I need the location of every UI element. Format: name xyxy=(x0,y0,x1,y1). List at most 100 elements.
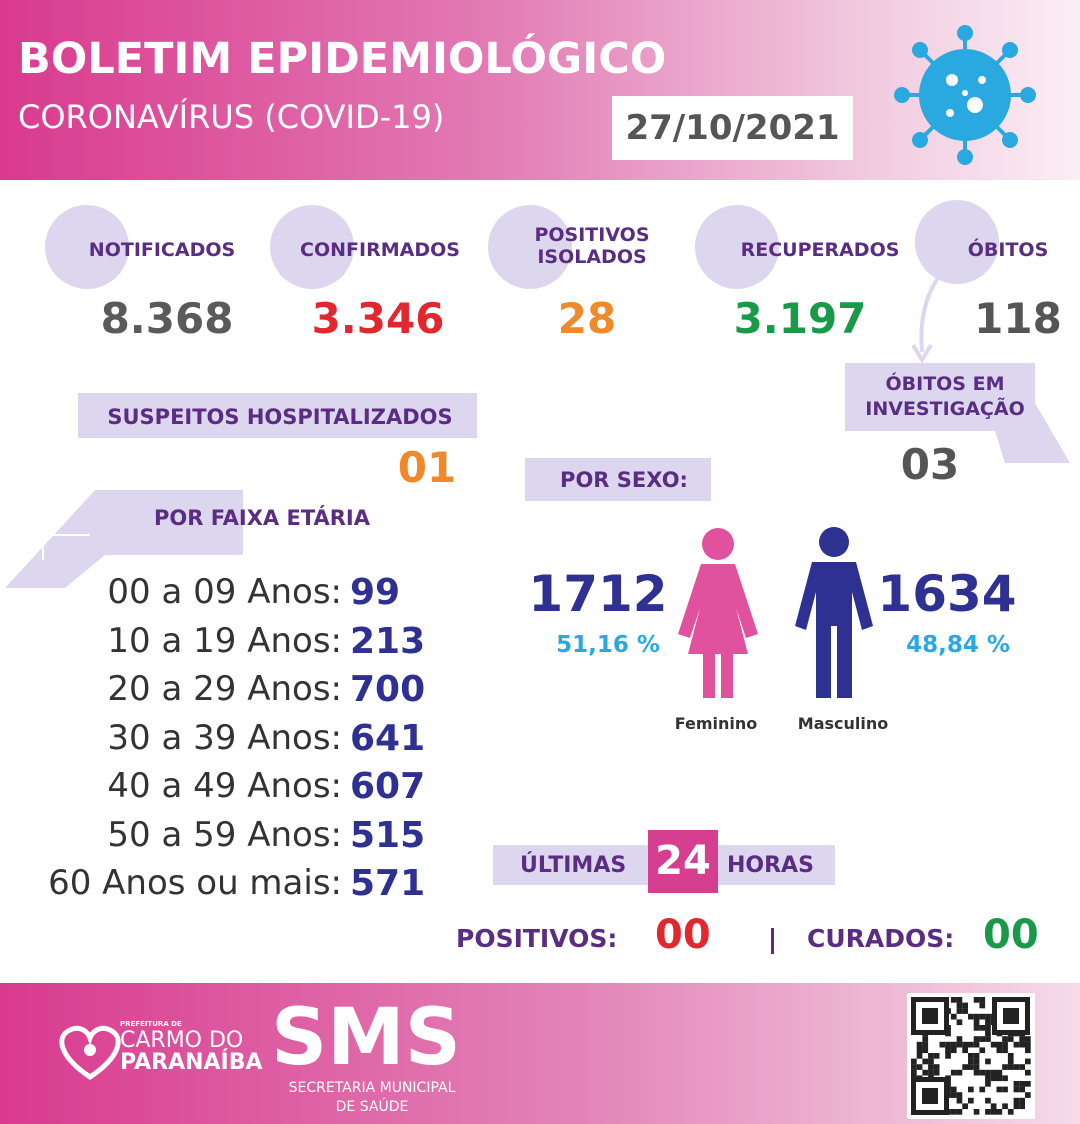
qr-cell xyxy=(911,1058,917,1065)
stat-label: RECUPERADOS xyxy=(740,239,900,261)
qr-cell xyxy=(973,1041,980,1048)
qr-cell xyxy=(922,1088,938,1104)
qr-cell xyxy=(1025,1047,1031,1054)
male-count: 1634 xyxy=(877,565,1017,623)
qr-cell xyxy=(1025,1069,1031,1076)
qr-cell xyxy=(911,1064,917,1070)
qr-cell xyxy=(973,1025,980,1031)
qr-cell xyxy=(945,1053,951,1059)
qr-cell xyxy=(990,1103,997,1110)
age-value: 571 xyxy=(350,863,426,904)
positive-label: POSITIVOS: xyxy=(456,924,618,953)
qr-cell xyxy=(950,1047,957,1054)
qr-cell xyxy=(968,1064,974,1070)
qr-cell xyxy=(973,997,980,1003)
qr-cell xyxy=(1019,1081,1025,1087)
qr-cell xyxy=(968,1041,974,1048)
qr-cell xyxy=(996,1086,1003,1093)
qr-cell xyxy=(928,1058,934,1065)
qr-cell xyxy=(956,1109,963,1115)
qr-cell xyxy=(950,1013,957,1020)
qr-cell xyxy=(945,1041,951,1048)
qr-cell xyxy=(956,1008,963,1014)
qr-cell xyxy=(1013,1041,1020,1048)
cured-label: CURADOS: xyxy=(807,924,955,953)
sex-box xyxy=(525,458,711,501)
qr-cell xyxy=(990,1069,997,1076)
qr-cell xyxy=(962,1047,968,1054)
qr-cell xyxy=(1007,1109,1014,1115)
qr-cell xyxy=(968,1086,974,1093)
subtitle: CORONAVÍRUS (COVID-19) xyxy=(18,98,445,136)
qr-cell xyxy=(945,1047,951,1054)
last24-suffix: HORAS xyxy=(727,853,814,878)
logo-small: PREFEITURA DE xyxy=(120,1020,182,1028)
qr-cell xyxy=(956,1019,963,1026)
age-value: 700 xyxy=(350,669,426,710)
male-percent: 48,84 % xyxy=(906,632,1010,658)
qr-cell xyxy=(985,1058,991,1065)
qr-cell xyxy=(911,1069,917,1076)
logo-line1: CARMO DO xyxy=(120,1028,244,1053)
hospitalized-box xyxy=(78,393,477,438)
qr-cell xyxy=(1002,1041,1008,1048)
arrow xyxy=(911,273,942,364)
age-value: 99 xyxy=(350,572,401,613)
qr-cell xyxy=(973,1036,980,1042)
qr-cell xyxy=(933,1069,940,1076)
qr-cell xyxy=(933,1064,940,1070)
qr-cell xyxy=(1019,1086,1025,1093)
qr-cell xyxy=(922,1008,938,1024)
investigation-box xyxy=(845,363,1070,463)
qr-cell xyxy=(1025,1081,1031,1087)
age-label: 50 a 59 Anos: xyxy=(107,814,342,855)
qr-cell xyxy=(979,1025,986,1031)
qr-cell xyxy=(990,1109,997,1115)
qr-cell xyxy=(1025,1092,1031,1098)
qr-cell xyxy=(985,1019,991,1026)
qr-cell xyxy=(973,1064,980,1070)
qr-cell xyxy=(956,997,963,1003)
qr-cell xyxy=(962,1103,968,1110)
qr-cell xyxy=(1002,1047,1008,1054)
qr-cell xyxy=(979,1036,986,1042)
qr-cell xyxy=(1019,1036,1025,1042)
qr-cell xyxy=(996,1041,1003,1048)
qr-cell xyxy=(956,1069,963,1076)
qr-cell xyxy=(996,1069,1003,1076)
sms: SMS xyxy=(271,993,461,1083)
qr-cell xyxy=(985,1075,991,1082)
positive-value: 00 xyxy=(655,912,711,958)
qr-cell xyxy=(962,1064,968,1070)
stat-circle xyxy=(488,205,572,289)
date: 27/10/2021 xyxy=(612,96,853,160)
female-percent: 51,16 % xyxy=(556,632,660,658)
qr-cell xyxy=(950,997,957,1003)
stat-label: CONFIRMADOS xyxy=(300,239,460,261)
qr-cell xyxy=(985,1097,991,1104)
qr-cell xyxy=(973,1013,980,1020)
footer-band xyxy=(0,983,1080,1124)
qr-cell xyxy=(1013,1086,1020,1093)
virus-icon xyxy=(894,25,1036,165)
qr-cell xyxy=(1019,1097,1025,1104)
stat-value: 28 xyxy=(557,294,617,343)
stat-value: 8.368 xyxy=(100,294,234,343)
qr-cell xyxy=(985,1081,991,1087)
qr-cell xyxy=(950,1069,957,1076)
qr-cell xyxy=(1025,1036,1031,1042)
qr-cell xyxy=(973,1069,980,1076)
qr-cell xyxy=(916,1047,923,1054)
qr-cell xyxy=(962,1002,968,1009)
hospitalized-value: 01 xyxy=(397,443,457,492)
qr-cell xyxy=(973,1053,980,1059)
qr-cell xyxy=(916,1041,923,1048)
stat-label: POSITIVOS ISOLADOS xyxy=(534,224,650,268)
title: BOLETIM EPIDEMIOLÓGICO xyxy=(18,34,667,84)
age-value: 515 xyxy=(350,814,426,856)
qr-cell xyxy=(916,1064,923,1070)
qr-cell xyxy=(950,1041,957,1048)
last24-prefix: ÚLTIMAS xyxy=(520,853,627,878)
